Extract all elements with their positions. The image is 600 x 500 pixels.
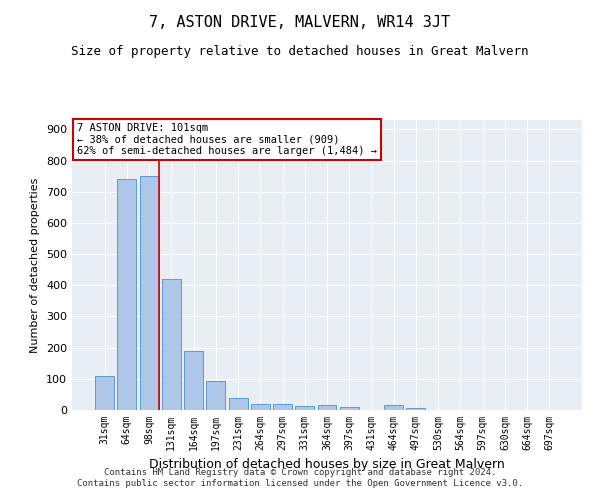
Bar <box>118 179 136 410</box>
Bar <box>384 406 403 410</box>
Text: Contains HM Land Registry data © Crown copyright and database right 2024.
Contai: Contains HM Land Registry data © Crown c… <box>77 468 523 487</box>
Bar <box>251 404 270 410</box>
Text: 7, ASTON DRIVE, MALVERN, WR14 3JT: 7, ASTON DRIVE, MALVERN, WR14 3JT <box>149 15 451 30</box>
Bar <box>206 381 225 410</box>
Bar <box>317 406 337 410</box>
Bar <box>406 408 425 410</box>
Bar <box>273 404 292 410</box>
Bar <box>184 351 203 410</box>
X-axis label: Distribution of detached houses by size in Great Malvern: Distribution of detached houses by size … <box>149 458 505 471</box>
Bar <box>162 279 181 410</box>
Text: Size of property relative to detached houses in Great Malvern: Size of property relative to detached ho… <box>71 45 529 58</box>
Bar <box>229 398 248 410</box>
Bar <box>95 376 114 410</box>
Bar <box>340 407 359 410</box>
Bar <box>295 406 314 410</box>
Y-axis label: Number of detached properties: Number of detached properties <box>31 178 40 352</box>
Text: 7 ASTON DRIVE: 101sqm
← 38% of detached houses are smaller (909)
62% of semi-det: 7 ASTON DRIVE: 101sqm ← 38% of detached … <box>77 123 377 156</box>
Bar <box>140 176 158 410</box>
